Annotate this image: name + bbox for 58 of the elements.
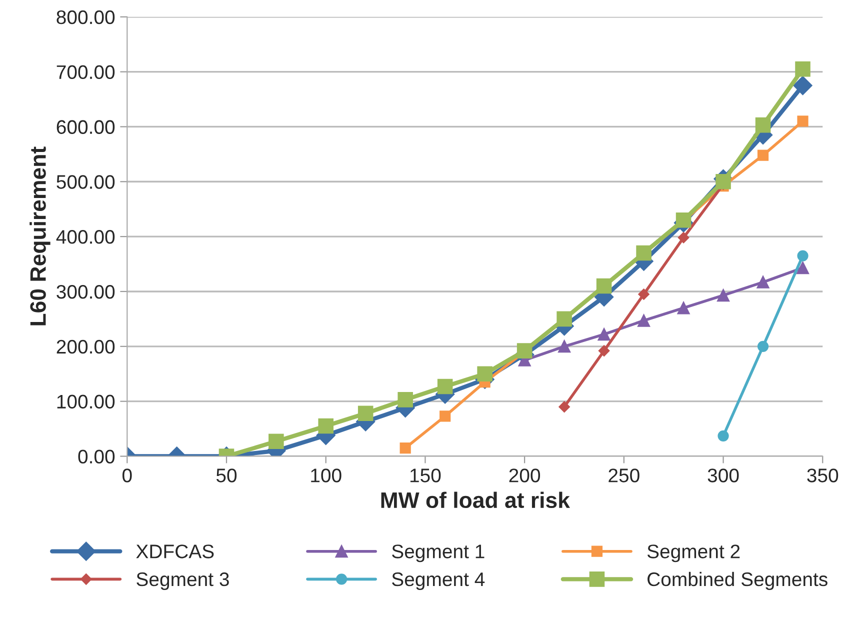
point (756, 276, 770, 288)
point (358, 406, 374, 422)
x-tick-label: 250 (608, 468, 640, 482)
x-tick-label: 0 (122, 468, 132, 482)
y-tick-label: 300.00 (56, 284, 115, 299)
x-tick-label: 100 (311, 468, 342, 482)
point (757, 340, 769, 352)
point (598, 345, 610, 356)
y-tick-label: 800.00 (56, 10, 115, 24)
point (636, 245, 652, 261)
legend-label: XDFCAS (136, 544, 214, 558)
point (716, 174, 731, 190)
y-tick-label: 500.00 (56, 175, 115, 189)
point (797, 116, 808, 127)
point (717, 289, 730, 302)
legend-label: Segment 1 (392, 544, 484, 562)
point (797, 250, 808, 262)
point (516, 343, 532, 358)
point (598, 328, 610, 341)
y-tick-label: 100.00 (57, 394, 115, 409)
point (556, 311, 572, 327)
point (638, 314, 650, 327)
point (796, 262, 810, 274)
point (558, 340, 571, 353)
point (440, 410, 451, 422)
point (757, 150, 769, 161)
point (755, 117, 771, 133)
point (268, 434, 284, 450)
point (437, 378, 453, 394)
point (477, 366, 492, 382)
point (676, 212, 692, 228)
x-tick-label: 150 (410, 468, 441, 482)
point (398, 392, 413, 408)
x-tick-label: 350 (807, 468, 838, 482)
point (318, 418, 334, 434)
legend-label: Combined Segments (648, 572, 828, 590)
y-tick-label: 600.00 (56, 120, 115, 134)
point (678, 232, 690, 244)
y-tick-label: 200.00 (56, 340, 115, 354)
x-tick-label: 200 (509, 468, 540, 482)
y-tick-label: 0.00 (78, 450, 115, 464)
point (400, 442, 411, 454)
point (596, 278, 612, 294)
point (795, 61, 810, 77)
y-tick-label: 400.00 (56, 230, 115, 244)
y-tick-label: 700.00 (56, 65, 115, 80)
legend-label: Segment 4 (392, 572, 485, 590)
x-tick-label: 300 (708, 468, 739, 482)
point (718, 430, 729, 442)
y-axis-title: L60 Requirement (30, 146, 50, 326)
point (638, 288, 650, 300)
x-axis-title: MW of load at risk (381, 492, 570, 508)
x-tick-label: 50 (216, 468, 237, 482)
point (793, 76, 812, 96)
point (677, 302, 690, 314)
point (558, 401, 570, 412)
legend-label: Segment 2 (647, 544, 740, 562)
legend-label: Segment 3 (136, 572, 229, 590)
